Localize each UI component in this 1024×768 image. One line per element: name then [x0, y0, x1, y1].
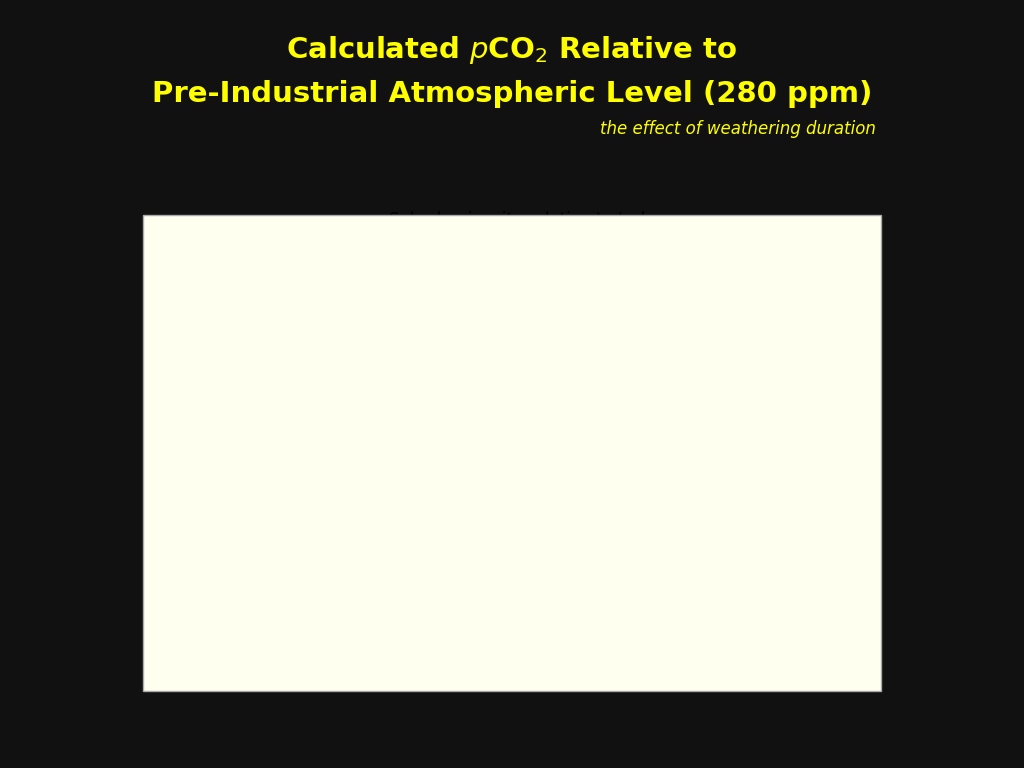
Text: Denison: Denison [417, 559, 430, 607]
Text: the effect of weathering duration: the effect of weathering duration [600, 120, 876, 138]
Text: McGrath: McGrath [562, 559, 574, 610]
Point [595, 543, 611, 555]
Text: Pre-Industrial Atmospheric Level (280 ppm): Pre-Industrial Atmospheric Level (280 pp… [152, 80, 872, 108]
Text: $10^5$: $10^5$ [659, 442, 689, 462]
Text: Lauzon
Bay: Lauzon Bay [369, 559, 396, 601]
Point [595, 360, 611, 372]
Text: 273 K: 273 K [786, 519, 828, 542]
Point [358, 435, 375, 448]
Point [392, 434, 409, 446]
X-axis label: Time before present (Ga): Time before present (Ga) [423, 651, 632, 669]
Y-axis label: $p$CO$_2$ $\times$ PIAL: $p$CO$_2$ $\times$ PIAL [861, 385, 882, 491]
Text: Pronto: Pronto [375, 388, 387, 428]
Text: 288 K: 288 K [786, 392, 828, 415]
Point [547, 523, 563, 535]
Point [361, 515, 378, 527]
Text: $10^4$ years: $10^4$ years [659, 347, 741, 371]
Y-axis label: CO$_2$ partial pressure (bar): CO$_2$ partial pressure (bar) [150, 329, 171, 546]
Text: $10^6$: $10^6$ [659, 534, 689, 554]
X-axis label: Solar luminosity relative to today: Solar luminosity relative to today [389, 210, 666, 229]
Point [401, 523, 418, 535]
Text: Baraboo: Baraboo [630, 447, 642, 499]
Point [595, 452, 611, 464]
Text: Calculated $p$CO$_2$ Relative to: Calculated $p$CO$_2$ Relative to [287, 34, 737, 66]
Text: Ville Marie: Ville Marie [397, 359, 410, 425]
